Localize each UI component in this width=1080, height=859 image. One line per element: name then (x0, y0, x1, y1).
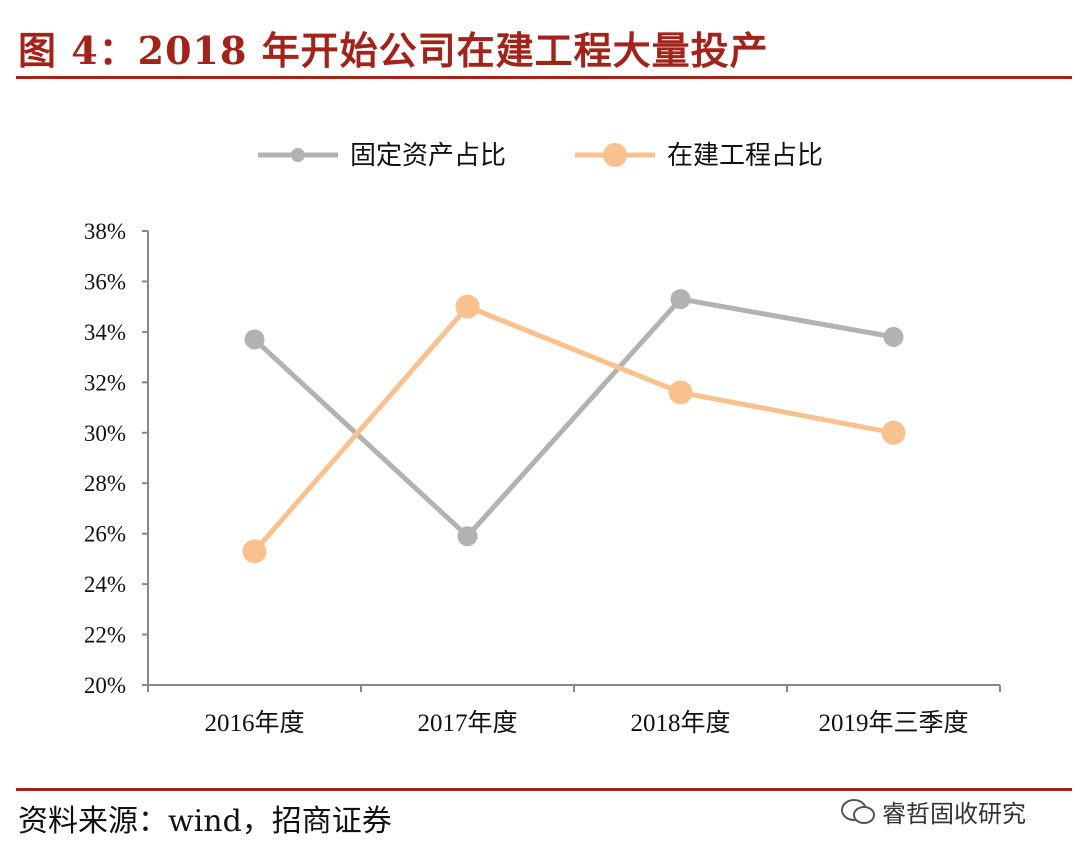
y-tick-label: 36% (84, 269, 126, 294)
legend-label: 固定资产占比 (350, 141, 506, 170)
series-line (252, 303, 894, 553)
data-point (881, 420, 906, 445)
y-tick-label: 20% (84, 673, 126, 698)
legend-label: 在建工程占比 (667, 141, 823, 170)
legend-swatch-marker (603, 143, 627, 167)
y-tick-label: 30% (84, 421, 126, 446)
y-tick-label: 32% (84, 370, 126, 395)
line-chart: 20% 22% 24% 26% 28% 30% 32% 34% 36% 38% 2016年度 2017… (84, 141, 1001, 737)
legend-swatch-marker (291, 148, 305, 162)
x-tick-label: 2016年度 (204, 709, 304, 737)
series-2 (242, 294, 906, 564)
wechat-icon (841, 798, 875, 824)
legend: 固定资产占比 在建工程占比 (258, 141, 823, 170)
watermark: 睿哲固收研究 (840, 794, 1026, 829)
y-tick-label: 26% (84, 522, 126, 547)
y-tick-label: 38% (84, 219, 126, 244)
x-tick-label: 2019年三季度 (818, 709, 968, 737)
series-1 (244, 289, 904, 547)
data-point (883, 326, 904, 347)
data-point (242, 539, 267, 564)
data-point (457, 526, 478, 547)
y-tick-label: 28% (84, 471, 126, 496)
source-note: 资料来源：wind，招商证券 (18, 804, 392, 839)
footer-divider (16, 788, 1072, 791)
x-tick-label: 2018年度 (630, 709, 730, 737)
x-tick-label: 2017年度 (417, 709, 517, 737)
y-tick-label: 24% (84, 572, 126, 597)
data-point (668, 380, 693, 405)
title-divider (16, 76, 1072, 79)
data-point (455, 294, 480, 319)
data-point (244, 329, 265, 350)
series-line (252, 296, 894, 540)
watermark-text: 睿哲固收研究 (882, 800, 1026, 828)
data-point (670, 289, 691, 310)
y-tick-label: 22% (84, 623, 126, 648)
y-tick-label: 34% (84, 320, 126, 345)
figure-title: 图 4：2018 年开始公司在建工程大量投产 (18, 28, 769, 73)
